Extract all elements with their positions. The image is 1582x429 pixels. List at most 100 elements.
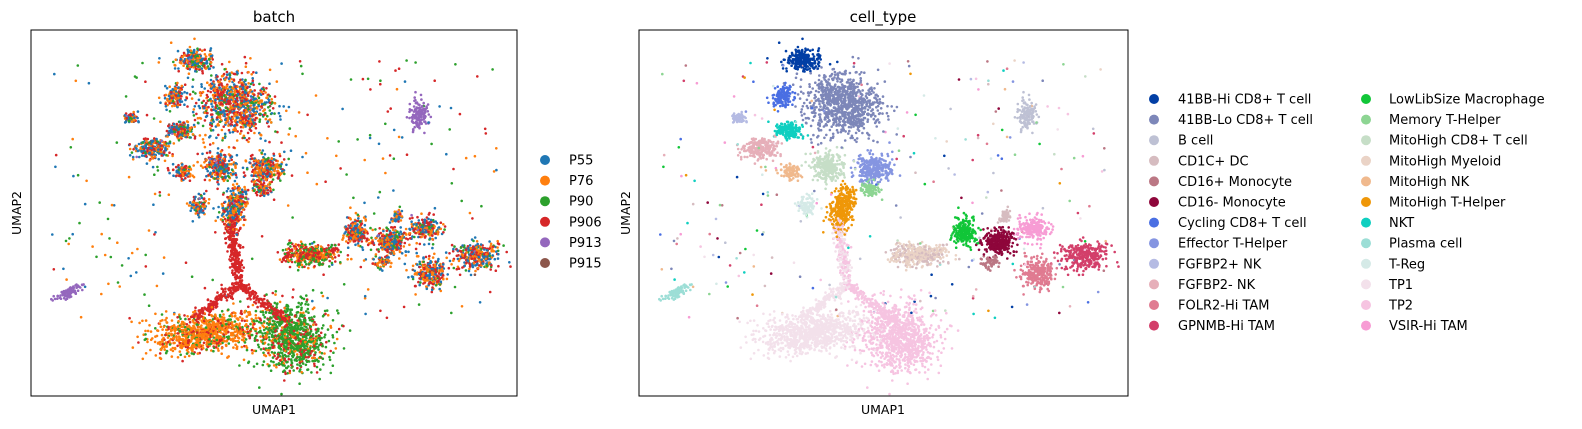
scatter-point: [337, 311, 340, 315]
scatter-point: [192, 114, 196, 117]
scatter-point: [167, 94, 171, 98]
scatter-point: [388, 154, 392, 157]
scatter-point: [154, 354, 158, 357]
scatter-point: [245, 319, 249, 323]
scatter-point: [413, 125, 417, 129]
scatter-point: [199, 164, 203, 167]
scatter-point: [310, 356, 314, 360]
scatter-point: [253, 294, 256, 297]
scatter-point: [427, 113, 431, 116]
scatter-point: [186, 126, 189, 130]
scatter-point: [302, 333, 306, 336]
scatter-point: [165, 144, 168, 148]
scatter-point: [389, 107, 393, 110]
scatter-point: [153, 192, 157, 196]
scatter-point: [210, 314, 213, 317]
scatter-point: [405, 59, 408, 62]
scatter-point: [313, 340, 317, 343]
scatter-point: [452, 167, 455, 171]
scatter-point: [254, 71, 258, 74]
scatter-point: [260, 235, 264, 238]
scatter-point: [415, 241, 419, 245]
scatter-point: [281, 363, 285, 367]
scatter-point: [279, 309, 282, 313]
scatter-point: [183, 83, 187, 86]
scatter-point: [291, 216, 294, 219]
scatter-point: [322, 324, 325, 327]
scatter-point: [203, 53, 207, 56]
scatter-point: [433, 79, 437, 82]
scatter-point: [227, 206, 230, 209]
scatter-point: [421, 218, 424, 222]
scatter-point: [413, 235, 416, 239]
scatter-point: [290, 174, 294, 177]
scatter-point: [194, 212, 198, 215]
scatter-point: [418, 126, 421, 129]
scatter-point: [249, 95, 253, 98]
scatter-point: [169, 325, 173, 329]
scatter-point: [339, 250, 343, 254]
scatter-point: [494, 269, 498, 273]
scatter-point: [174, 133, 177, 136]
scatter-point: [148, 159, 152, 162]
scatter-point: [468, 244, 472, 247]
scatter-point: [118, 285, 121, 288]
scatter-point: [281, 294, 284, 298]
scatter-point: [323, 309, 327, 313]
scatter-point: [233, 324, 236, 327]
scatter-point: [269, 121, 273, 124]
scatter-point: [274, 293, 277, 296]
scatter-point: [304, 356, 308, 359]
scatter-point: [320, 326, 324, 330]
scatter-point: [56, 297, 59, 301]
scatter-point: [108, 237, 111, 240]
scatter-point: [135, 144, 139, 148]
scatter-point: [235, 176, 238, 179]
scatter-point: [318, 350, 322, 354]
scatter-point: [391, 228, 395, 232]
scatter-point: [231, 183, 235, 186]
scatter-point: [265, 87, 268, 90]
scatter-point: [230, 90, 233, 93]
scatter-point: [419, 269, 423, 272]
scatter-point: [214, 109, 218, 113]
scatter-point: [225, 189, 229, 193]
scatter-point: [137, 341, 140, 344]
scatter-point: [238, 364, 241, 367]
scatter-point: [483, 265, 486, 269]
scatter-point: [222, 333, 226, 336]
scatter-point: [192, 108, 196, 111]
scatter-point: [439, 221, 443, 224]
scatter-point: [59, 294, 62, 297]
scatter-point: [132, 110, 135, 114]
scatter-point: [127, 175, 131, 179]
scatter-point: [145, 113, 149, 117]
scatter-point: [312, 254, 316, 257]
scatter-point: [312, 240, 316, 244]
scatter-point: [229, 318, 232, 321]
scatter-point: [167, 168, 170, 172]
scatter-point: [242, 223, 245, 227]
scatter-point: [283, 379, 286, 382]
scatter-point: [131, 158, 135, 161]
scatter-point: [289, 358, 293, 361]
scatter-point: [245, 291, 248, 295]
scatter-point: [164, 351, 168, 355]
scatter-point: [221, 193, 225, 196]
scatter-point: [272, 360, 275, 364]
scatter-point: [164, 102, 167, 106]
scatter-point: [216, 180, 219, 184]
scatter-point: [376, 266, 380, 269]
scatter-point: [250, 157, 254, 160]
scatter-point: [168, 140, 172, 143]
scatter-point: [298, 382, 301, 386]
scatter-point: [360, 222, 364, 225]
scatter-point: [247, 82, 250, 85]
scatter-point: [418, 260, 422, 264]
scatter-point: [469, 254, 473, 257]
scatter-point: [128, 143, 131, 146]
scatter-point: [188, 175, 192, 178]
scatter-point: [286, 204, 290, 207]
scatter-point: [186, 105, 189, 108]
scatter-point: [366, 232, 369, 235]
